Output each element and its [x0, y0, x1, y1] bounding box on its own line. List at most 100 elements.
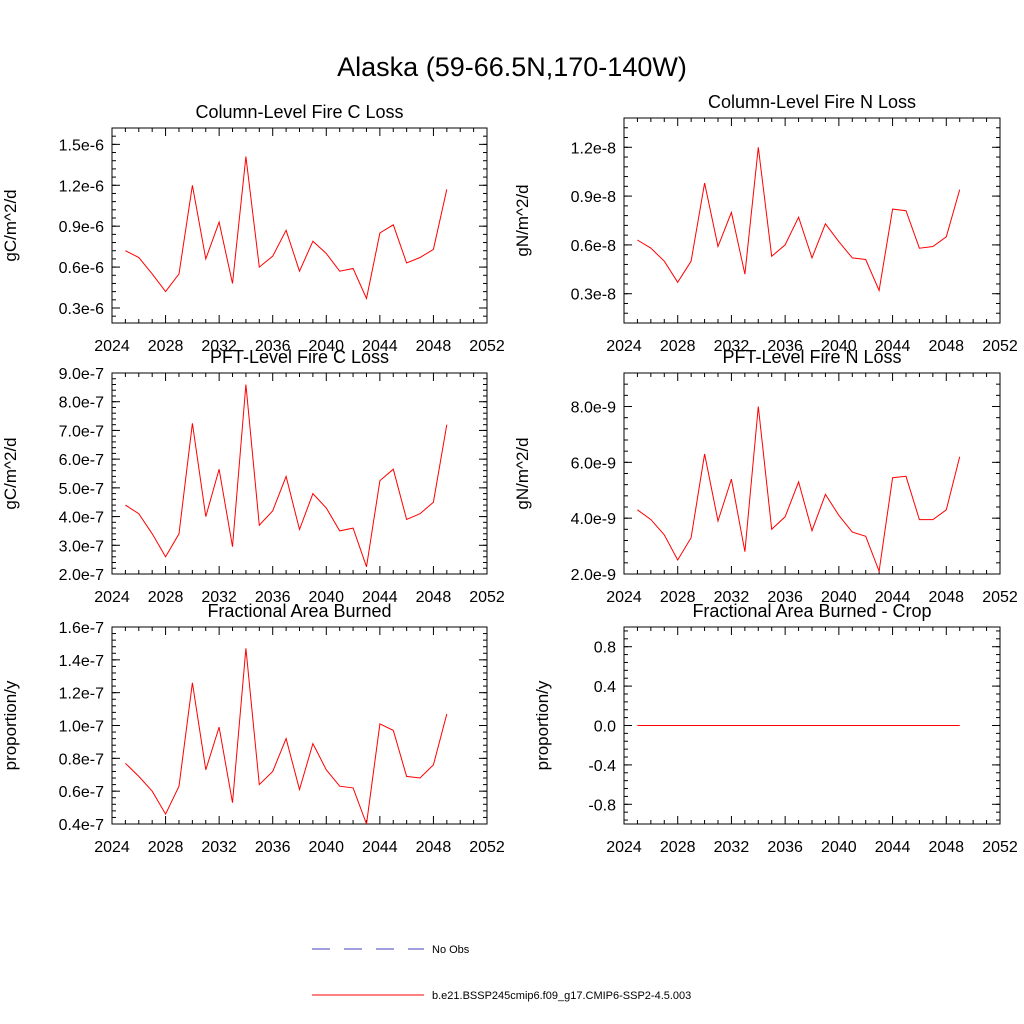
x-tick-label: 2044 [362, 338, 398, 355]
x-tick-label: 2032 [201, 338, 237, 355]
y-axis-label: gN/m^2/d [513, 184, 532, 256]
y-axis-label: proportion/y [1, 680, 20, 770]
x-tick-label: 2052 [982, 839, 1018, 856]
panel-title: PFT-Level Fire N Loss [722, 347, 901, 367]
x-tick-label: 2048 [416, 589, 452, 606]
x-tick-label: 2032 [714, 338, 750, 355]
x-tick-label: 2036 [767, 839, 803, 856]
x-tick-label: 2052 [469, 589, 505, 606]
plot-frame [111, 626, 488, 825]
series-line [125, 156, 448, 301]
y-tick-label: 6.0e-7 [59, 452, 104, 469]
y-tick-label: 0.3e-6 [59, 301, 104, 318]
y-tick-label: 9.0e-7 [59, 366, 104, 383]
y-tick-label: 1.6e-7 [59, 620, 104, 637]
x-tick-label: 2044 [362, 839, 398, 856]
x-tick-label: 2052 [982, 589, 1018, 606]
x-tick-label: 2052 [469, 839, 505, 856]
x-tick-label: 2024 [606, 839, 642, 856]
x-tick-label: 2028 [148, 589, 184, 606]
y-tick-label: 1.2e-8 [571, 140, 616, 157]
panel-title: Fractional Area Burned [207, 601, 391, 621]
plot-frame [111, 372, 488, 575]
y-axis-label: gC/m^2/d [1, 437, 20, 509]
x-tick-label: 2052 [982, 338, 1018, 355]
y-tick-label: 2.0e-7 [59, 567, 104, 584]
panel-2: Column-Level Fire N Loss 2024 2028 2032 2036… [513, 92, 1018, 355]
x-tick-label: 2040 [821, 839, 857, 856]
x-tick-label: 2032 [714, 839, 750, 856]
y-tick-label: 0.8e-7 [59, 751, 104, 768]
plot-frame [623, 372, 1001, 575]
y-axis-label: proportion/y [533, 680, 552, 770]
panel-3: PFT-Level Fire C Loss 2024 2028 2032 2036 204… [1, 347, 505, 606]
y-tick-label: 1.2e-7 [59, 686, 104, 703]
panel-5: Fractional Area Burned 2024 2028 2032 2036 20… [1, 601, 505, 856]
x-tick-label: 2048 [416, 839, 452, 856]
x-tick-label: 2032 [714, 589, 750, 606]
y-tick-label: 0.4e-7 [59, 817, 104, 834]
x-tick-label: 2028 [148, 839, 184, 856]
legend-model-label: b.e21.BSSP245cmip6.f09_g17.CMIP6-SSP2-4.… [432, 990, 691, 1002]
y-tick-label: 0.3e-8 [571, 287, 616, 304]
x-tick-label: 2024 [606, 589, 642, 606]
panel-title: Column-Level Fire C Loss [195, 102, 403, 122]
x-tick-label: 2040 [308, 589, 344, 606]
y-tick-label: 2.0e-9 [571, 567, 616, 584]
figure-title: Alaska (59-66.5N,170-140W) [337, 52, 687, 82]
y-tick-label: -0.4 [588, 758, 616, 775]
series-line [637, 406, 961, 574]
plot-frame [623, 117, 1001, 324]
x-tick-label: 2036 [255, 839, 291, 856]
legend: No Obs b.e21.BSSP245cmip6.f09_g17.CMIP6-… [312, 944, 691, 1002]
series-line [637, 147, 961, 293]
x-tick-label: 2040 [821, 338, 857, 355]
series-line [125, 648, 448, 825]
x-tick-label: 2024 [606, 338, 642, 355]
x-tick-label: 2048 [928, 839, 964, 856]
x-tick-label: 2028 [660, 338, 696, 355]
y-tick-label: 1.0e-7 [59, 719, 104, 736]
panel-title: PFT-Level Fire C Loss [210, 347, 389, 367]
y-tick-label: 0.8 [594, 640, 616, 657]
series-line [125, 384, 448, 567]
y-tick-label: 1.2e-6 [59, 178, 104, 195]
panel-6: Fractional Area Burned - Crop 2024 2028 203… [533, 601, 1018, 856]
x-tick-label: 2048 [416, 338, 452, 355]
x-tick-label: 2032 [201, 839, 237, 856]
x-tick-label: 2044 [875, 589, 911, 606]
y-tick-label: 4.0e-9 [571, 511, 616, 528]
y-tick-label: 5.0e-7 [59, 481, 104, 498]
x-tick-label: 2044 [875, 338, 911, 355]
x-tick-label: 2044 [362, 589, 398, 606]
plot-frame [111, 127, 488, 324]
y-tick-label: 0.4 [594, 679, 616, 696]
x-tick-label: 2036 [767, 589, 803, 606]
x-tick-label: 2032 [201, 589, 237, 606]
y-tick-label: 4.0e-7 [59, 510, 104, 527]
x-tick-label: 2028 [660, 589, 696, 606]
x-tick-label: 2052 [469, 338, 505, 355]
y-tick-label: 0.6e-6 [59, 260, 104, 277]
x-tick-label: 2028 [660, 839, 696, 856]
panel-4: PFT-Level Fire N Loss 2024 2028 2032 2036 204… [513, 347, 1018, 606]
panel-1: Column-Level Fire C Loss 2024 2028 2032 2036… [1, 102, 505, 355]
y-tick-label: 0.9e-8 [571, 189, 616, 206]
y-axis-label: gN/m^2/d [513, 437, 532, 509]
x-tick-label: 2036 [255, 338, 291, 355]
y-tick-label: 7.0e-7 [59, 423, 104, 440]
y-tick-label: -0.8 [588, 797, 616, 814]
panels-group: Column-Level Fire C Loss 2024 2028 2032 2036… [1, 92, 1018, 856]
y-axis-label: gC/m^2/d [1, 189, 20, 261]
y-tick-label: 8.0e-7 [59, 395, 104, 412]
y-tick-label: 0.6e-7 [59, 784, 104, 801]
x-tick-label: 2048 [928, 589, 964, 606]
x-tick-label: 2024 [94, 338, 130, 355]
x-tick-label: 2044 [875, 839, 911, 856]
y-tick-label: 0.0 [594, 719, 616, 736]
x-tick-label: 2040 [308, 338, 344, 355]
x-tick-label: 2048 [928, 338, 964, 355]
x-tick-label: 2024 [94, 839, 130, 856]
y-tick-label: 6.0e-9 [571, 455, 616, 472]
